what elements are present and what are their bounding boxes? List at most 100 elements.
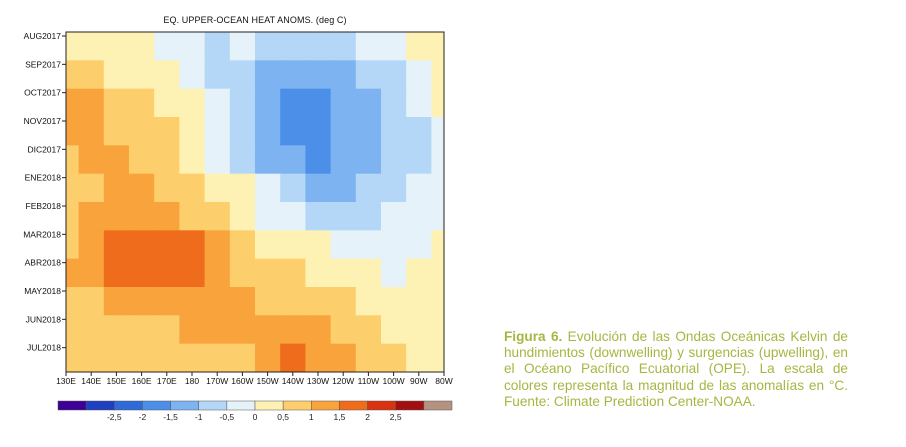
colorbar-swatch <box>57 400 87 411</box>
x-tick-label: 90W <box>410 376 427 386</box>
x-tick-label: 120W <box>332 376 354 386</box>
y-tick-label: MAY2018 <box>24 286 61 296</box>
heatmap-cell <box>129 230 155 260</box>
heatmap-cell <box>355 145 382 175</box>
heatmap-cell <box>305 60 332 90</box>
heatmap-cell <box>179 343 206 373</box>
heatmap-cell <box>381 32 407 61</box>
heatmap-cell <box>255 202 281 231</box>
heatmap-cell <box>66 315 80 345</box>
heatmap-cell <box>406 173 432 203</box>
colorbar-tick-label: -1 <box>195 412 203 422</box>
x-tick-label: 110W <box>358 376 380 386</box>
heatmap-cell <box>103 258 130 288</box>
heatmap-cell <box>66 145 80 175</box>
heatmap-cell <box>381 258 407 288</box>
heatmap-cell <box>280 60 306 90</box>
heatmap-cell <box>305 88 332 118</box>
heatmap-cell <box>179 145 206 175</box>
heatmap-cell <box>406 145 432 175</box>
heatmap-cell <box>406 230 432 260</box>
heatmap-cell <box>154 258 180 288</box>
heatmap-cell <box>78 173 105 203</box>
heatmap-cell <box>78 32 105 61</box>
heatmap-cell <box>229 258 256 288</box>
heatmap-cell <box>431 173 445 203</box>
heatmap-cell <box>204 32 231 61</box>
heatmap-cell <box>330 343 357 373</box>
heatmap-cell <box>381 202 407 231</box>
figure-caption-text: Evolución de las Ondas Oceánicas Kelvin … <box>504 329 848 409</box>
heatmap-cell <box>103 117 130 146</box>
x-tick-label: 150W <box>256 376 278 386</box>
heatmap-cell <box>330 287 357 316</box>
colorbar-tick-label: 1 <box>309 412 314 422</box>
y-tick-label: SEP2017 <box>25 59 61 69</box>
heatmap-cell <box>103 202 130 231</box>
heatmap-cell <box>229 287 256 316</box>
heatmap-cell <box>406 287 432 316</box>
heatmap-cell <box>78 88 105 118</box>
heatmap-cell <box>78 202 105 231</box>
x-tick-label: 160W <box>231 376 253 386</box>
colorbar-swatch <box>367 400 396 411</box>
heatmap-cell <box>255 117 281 146</box>
heatmap-cell <box>229 32 256 61</box>
heatmap-cell <box>355 173 382 203</box>
y-tick-label: JUL2018 <box>27 343 61 353</box>
heatmap-cell <box>66 230 80 260</box>
heatmap-cell <box>431 258 445 288</box>
colorbar-labels: -2,5 -2 -1,5 -1 -0,5 0 0,5 1 1,5 2 2,5 <box>107 412 402 422</box>
heatmap-cell <box>330 173 357 203</box>
heatmap-cell <box>255 145 281 175</box>
heatmap-cell <box>255 287 281 316</box>
heatmap-cell <box>204 230 231 260</box>
x-tick-label: 80W <box>435 376 452 386</box>
heatmap-cell <box>280 173 306 203</box>
colorbar-swatch <box>85 400 115 411</box>
heatmap-cell <box>355 32 382 61</box>
colorbar-tick-label: 0 <box>253 412 258 422</box>
heatmap-cell <box>179 202 206 231</box>
heatmap-cell <box>381 315 407 345</box>
colorbar-tick-label: -1,5 <box>163 412 178 422</box>
heatmap-cell <box>66 343 80 373</box>
heatmap-cell <box>280 32 306 61</box>
heatmap-cell <box>154 60 180 90</box>
heatmap-cell <box>280 88 306 118</box>
heatmap-cell <box>305 145 332 175</box>
heatmap-cell <box>179 88 206 118</box>
heatmap-cell <box>330 117 357 146</box>
heatmap-cell <box>280 202 306 231</box>
heatmap-cell <box>330 145 357 175</box>
heatmap-cell <box>66 60 80 90</box>
heatmap-cell <box>406 88 432 118</box>
heatmap-cell <box>229 145 256 175</box>
heatmap-cell <box>103 88 130 118</box>
heatmap-cell <box>154 173 180 203</box>
heatmap-cell <box>381 173 407 203</box>
heatmap-cell <box>280 117 306 146</box>
heatmap-cell <box>179 258 206 288</box>
heatmap-cell <box>229 343 256 373</box>
heatmap-cell <box>154 343 180 373</box>
colorbar-swatch <box>395 400 425 411</box>
heatmap-cell <box>255 60 281 90</box>
colorbar-swatch <box>282 400 312 411</box>
heatmap-cell <box>280 230 306 260</box>
heatmap-cell <box>330 315 357 345</box>
heatmap-cell <box>204 343 231 373</box>
heatmap-cell <box>330 32 357 61</box>
heatmap-cell <box>66 117 80 146</box>
heatmap-cell <box>66 287 80 316</box>
y-tick-label: OCT2017 <box>24 88 61 98</box>
colorbar-swatch <box>170 400 199 411</box>
colorbar-swatch <box>254 400 284 411</box>
y-tick-label: MAR2018 <box>23 229 61 239</box>
heatmap-cell <box>154 202 180 231</box>
heatmap-cell <box>154 287 180 316</box>
heatmap-cell <box>154 315 180 345</box>
heatmap-cell <box>129 343 155 373</box>
heatmap-cell <box>129 32 155 61</box>
